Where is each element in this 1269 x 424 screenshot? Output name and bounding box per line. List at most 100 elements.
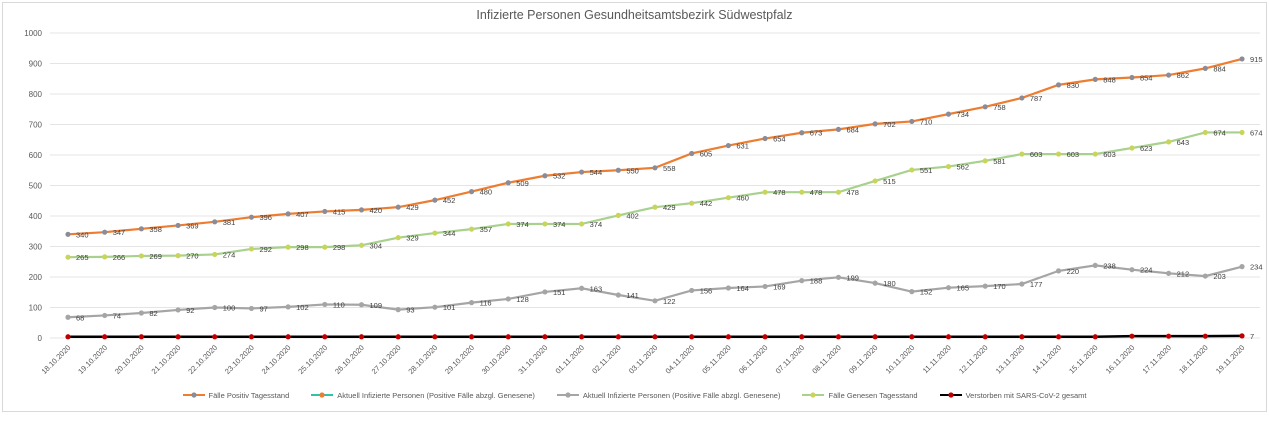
data-point xyxy=(615,212,621,218)
data-point xyxy=(1092,334,1098,340)
x-tick-label: 07.11.2020 xyxy=(774,343,807,376)
data-label: 188 xyxy=(810,277,823,286)
data-point xyxy=(982,104,988,110)
data-label: 180 xyxy=(883,279,896,288)
data-point xyxy=(945,285,952,291)
data-point xyxy=(909,118,915,125)
data-point xyxy=(175,307,181,313)
legend-label: Aktuell Infizierte Personen (Positive Fä… xyxy=(582,390,781,400)
data-point xyxy=(1019,151,1025,157)
data-point xyxy=(762,135,768,142)
y-tick-label: 800 xyxy=(29,90,43,99)
data-point xyxy=(689,287,695,294)
data-label: 551 xyxy=(920,166,933,175)
data-label: 101 xyxy=(443,303,456,312)
data-label: 152 xyxy=(920,288,933,297)
data-label: 515 xyxy=(883,177,896,186)
data-label: 562 xyxy=(957,163,970,172)
legend-label: Aktuell Infizierte Personen (Positive Fä… xyxy=(337,390,535,400)
x-tick-label: 14.11.2020 xyxy=(1030,343,1063,376)
data-point xyxy=(1166,72,1172,78)
data-point xyxy=(212,219,218,225)
y-tick-label: 500 xyxy=(29,182,43,191)
y-tick-label: 700 xyxy=(29,121,43,130)
data-label: 862 xyxy=(1177,71,1190,80)
data-point xyxy=(432,304,438,310)
data-point xyxy=(322,244,328,250)
legend-swatch xyxy=(939,392,962,398)
data-point xyxy=(285,334,291,340)
data-point xyxy=(285,304,291,310)
data-label: 710 xyxy=(920,117,933,126)
x-tick-label: 30.10.2020 xyxy=(480,343,513,376)
data-point xyxy=(872,121,878,127)
data-point xyxy=(65,231,71,237)
data-label: 643 xyxy=(1177,138,1190,147)
data-label: 415 xyxy=(333,207,346,216)
data-point xyxy=(872,178,878,184)
data-point xyxy=(615,292,621,298)
x-tick-label: 25.10.2020 xyxy=(296,343,329,376)
data-label: 116 xyxy=(480,299,492,308)
data-point xyxy=(432,197,438,203)
data-point xyxy=(102,334,108,340)
data-point xyxy=(945,111,952,117)
data-label: 673 xyxy=(810,129,823,138)
x-tick-label: 21.10.2020 xyxy=(150,343,183,376)
data-point xyxy=(468,226,475,232)
data-point xyxy=(1092,151,1098,157)
data-point xyxy=(725,195,731,201)
data-point xyxy=(799,189,805,195)
data-point xyxy=(1129,333,1135,339)
data-point xyxy=(1055,82,1062,88)
data-point xyxy=(358,334,365,340)
data-point xyxy=(285,211,291,217)
data-point xyxy=(1239,129,1245,136)
data-label: 212 xyxy=(1177,269,1190,278)
data-point xyxy=(248,305,255,312)
data-label: 165 xyxy=(957,284,970,293)
x-tick-label: 11.11.2020 xyxy=(921,343,953,375)
legend-label: Fälle Genesen Tagesstand xyxy=(828,390,918,400)
data-point xyxy=(212,334,218,340)
data-label: 407 xyxy=(296,210,309,219)
data-point xyxy=(909,334,915,340)
data-label: 848 xyxy=(1103,75,1116,84)
data-label: 544 xyxy=(590,168,603,177)
data-point xyxy=(1166,270,1172,276)
data-point xyxy=(1202,65,1208,71)
data-label: 509 xyxy=(516,179,529,188)
data-point xyxy=(835,334,842,340)
data-point xyxy=(358,302,365,308)
data-point xyxy=(652,204,658,210)
legend-item: Verstorben mit SARS-CoV-2 gesamt xyxy=(939,390,1086,400)
data-point xyxy=(982,158,988,164)
data-point xyxy=(652,165,658,171)
data-point xyxy=(762,334,768,340)
data-point xyxy=(138,253,144,259)
data-point xyxy=(689,150,695,157)
data-point xyxy=(542,173,548,179)
data-point xyxy=(212,304,218,311)
x-tick-label: 19.11.2020 xyxy=(1214,343,1247,376)
data-label: 358 xyxy=(149,225,162,234)
data-point xyxy=(322,301,328,308)
data-label: 429 xyxy=(663,203,676,212)
data-label: 429 xyxy=(406,203,419,212)
data-point xyxy=(579,285,585,291)
data-point xyxy=(358,207,365,213)
data-label: 684 xyxy=(846,125,859,134)
data-point xyxy=(138,310,144,316)
data-point xyxy=(1202,273,1208,279)
data-label: 915 xyxy=(1250,55,1263,64)
data-label: 7 xyxy=(1250,332,1254,341)
data-point xyxy=(542,289,548,295)
data-point xyxy=(542,334,548,340)
data-point xyxy=(432,230,438,236)
data-point xyxy=(1239,264,1245,270)
data-label: 460 xyxy=(736,194,749,203)
y-tick-label: 900 xyxy=(29,60,43,69)
data-label: 357 xyxy=(480,225,493,234)
data-label: 674 xyxy=(1250,128,1263,137)
data-label: 274 xyxy=(223,250,236,259)
